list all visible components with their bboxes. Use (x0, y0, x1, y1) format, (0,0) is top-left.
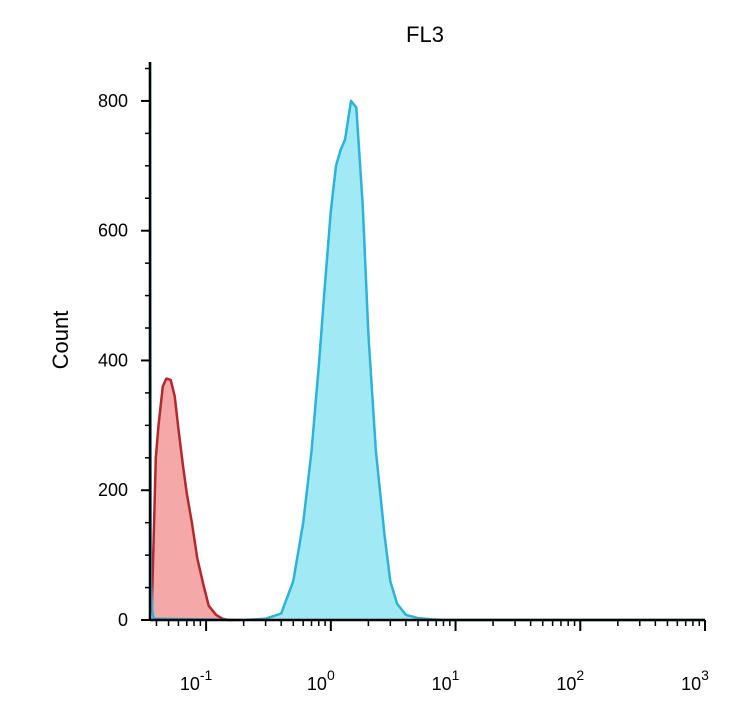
chart-title: FL3 (406, 22, 444, 47)
series-1-line (148, 61, 705, 622)
x-tick-label: 10-1 (180, 667, 213, 694)
series-0-area (151, 378, 234, 620)
x-tick-label: 102 (556, 667, 584, 694)
x-tick-label: 100 (307, 667, 335, 694)
y-tick-label: 800 (98, 91, 128, 111)
series-1-area (150, 62, 705, 620)
y-tick-label: 200 (98, 480, 128, 500)
x-tick-label: 101 (432, 667, 460, 694)
axes-layer: 0 200 400 600 800 10-1 100 101 102 103 (98, 62, 709, 694)
series-layer (148, 61, 705, 622)
y-tick-label: 0 (118, 610, 128, 630)
x-tick-label: 103 (681, 667, 709, 694)
y-tick-label: 600 (98, 221, 128, 241)
y-tick-label: 400 (98, 350, 128, 370)
y-axis-title: Count (48, 311, 73, 370)
series-0-line (150, 377, 234, 622)
